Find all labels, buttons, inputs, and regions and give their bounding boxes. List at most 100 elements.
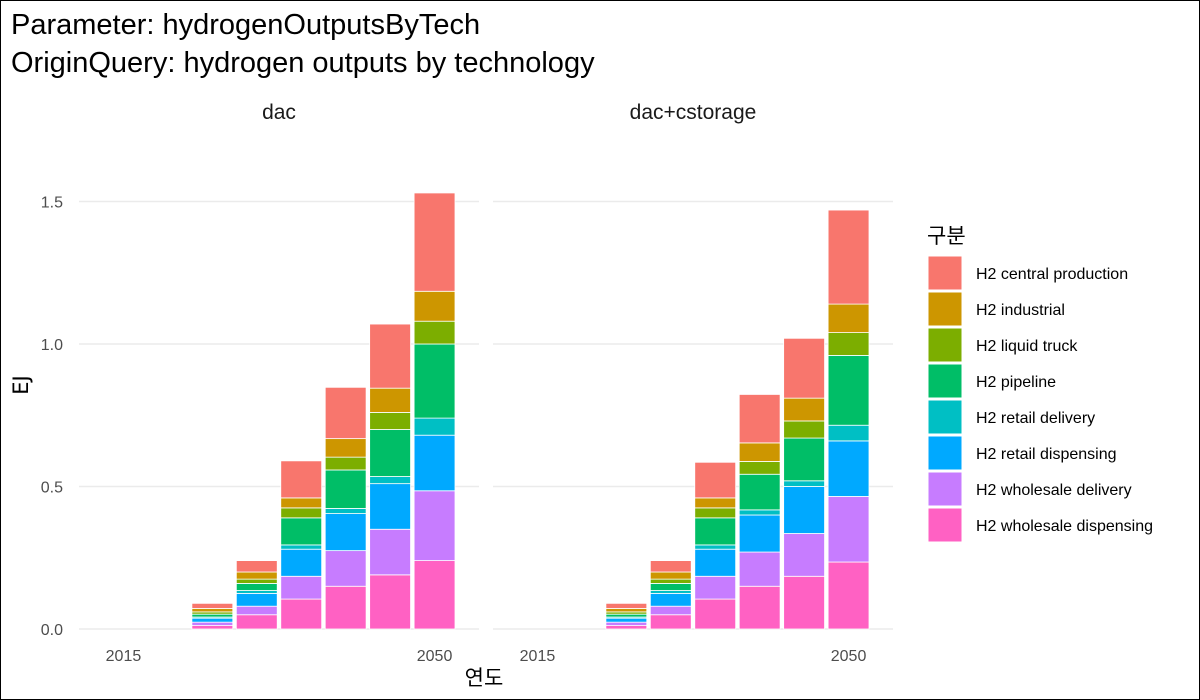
- bar-segment: [191, 621, 234, 626]
- x-tick-label: 2015: [106, 648, 142, 665]
- legend-item: H2 pipeline: [927, 363, 1056, 399]
- legend-swatch: [927, 507, 963, 543]
- bar-segment: [738, 394, 781, 444]
- y-axis-title: EJ: [9, 375, 33, 394]
- x-axis-title: 연도: [465, 666, 504, 690]
- bar-segment: [413, 290, 456, 322]
- bar-segment: [280, 544, 323, 550]
- bar-segment: [649, 592, 692, 607]
- bar-segment: [649, 583, 692, 591]
- bar-segment: [280, 460, 323, 499]
- bar-segment: [827, 354, 870, 426]
- bar-segment: [191, 608, 234, 613]
- bar-segment: [738, 461, 781, 475]
- legend: 구분 H2 central production H2 industrial H2 …: [927, 224, 1153, 543]
- bar-segment: [694, 507, 737, 519]
- bar-segment: [235, 605, 278, 616]
- bar-segment: [738, 509, 781, 516]
- facet-strip-label: dac+cstorage: [630, 101, 757, 124]
- bar-segment: [694, 544, 737, 550]
- bar-segment: [649, 560, 692, 573]
- bar-segment: [605, 602, 648, 609]
- x-tick-label: 2050: [831, 648, 867, 665]
- bar-segment: [827, 332, 870, 356]
- bar-segment: [235, 590, 278, 594]
- bar-segment: [649, 605, 692, 616]
- bar-segment: [235, 560, 278, 573]
- bar-segment: [738, 551, 781, 587]
- bar-segment: [324, 508, 367, 514]
- bar-segment: [649, 590, 692, 594]
- bar-segment: [369, 323, 411, 389]
- chart-title-line-1: Parameter: hydrogenOutputsByTech: [11, 9, 480, 41]
- bar-segment: [783, 533, 825, 577]
- legend-item: H2 industrial: [927, 291, 1065, 327]
- bar-segment: [369, 574, 411, 630]
- legend-title: 구분: [927, 224, 966, 248]
- bar-segment: [324, 585, 367, 630]
- legend-item: H2 wholesale delivery: [927, 471, 1132, 507]
- bar-segment: [280, 548, 323, 577]
- bar-segment: [280, 598, 323, 630]
- bar-segment: [649, 571, 692, 580]
- legend-item: H2 central production: [927, 255, 1128, 291]
- bar-segment: [235, 578, 278, 584]
- bar-segment: [694, 461, 737, 499]
- bar-segment: [783, 397, 825, 422]
- bar-segment: [369, 483, 411, 530]
- legend-item: H2 liquid truck: [927, 327, 1078, 363]
- bar-segment: [369, 528, 411, 576]
- bar-segment: [235, 614, 278, 630]
- bar-segment: [827, 561, 870, 630]
- legend-swatch: [927, 363, 963, 399]
- facet-panel-0: dac 0.0 0.5 1.0 1.5 2015 2050: [41, 101, 479, 665]
- bar-segment: [783, 575, 825, 630]
- bar-segment: [694, 548, 737, 577]
- x-tick-label: 2015: [520, 648, 556, 665]
- legend-label: H2 retail dispensing: [976, 446, 1117, 463]
- bar-segment: [413, 417, 456, 436]
- bar-segment: [369, 411, 411, 430]
- y-tick-label: 1.0: [41, 337, 63, 354]
- y-tick-label: 0.5: [41, 480, 63, 497]
- bar-segment: [605, 617, 648, 623]
- bar-segment: [605, 621, 648, 626]
- bar-segment: [413, 434, 456, 492]
- bar-segment: [191, 625, 234, 630]
- legend-label: H2 central production: [976, 266, 1128, 283]
- bar-segment: [324, 386, 367, 440]
- bar-segment: [649, 614, 692, 630]
- legend-label: H2 retail delivery: [976, 410, 1095, 427]
- bar-segment: [413, 343, 456, 419]
- bar-segment: [413, 490, 456, 561]
- x-tick-label: 2050: [417, 648, 453, 665]
- bar-segment: [235, 583, 278, 591]
- legend-item: H2 retail dispensing: [927, 435, 1117, 471]
- bar-segment: [605, 625, 648, 630]
- legend-swatch: [927, 255, 963, 291]
- bar-segment: [191, 613, 234, 618]
- bar-segment: [827, 303, 870, 334]
- bar-segment: [649, 578, 692, 584]
- chart-title-line-2: OriginQuery: hydrogen outputs by technol…: [11, 47, 595, 79]
- bar-segment: [324, 513, 367, 552]
- bar-segment: [369, 429, 411, 477]
- bar-segment: [191, 602, 234, 609]
- bar-segment: [280, 575, 323, 600]
- bar-segment: [369, 387, 411, 413]
- bar-segment: [694, 598, 737, 630]
- bar-segment: [605, 608, 648, 613]
- facet-strip-label: dac: [262, 101, 296, 124]
- bar-segment: [324, 469, 367, 509]
- bar-segment: [413, 192, 456, 292]
- bar-segment: [324, 550, 367, 587]
- legend-label: H2 pipeline: [976, 374, 1056, 391]
- bar-segment: [280, 497, 323, 509]
- legend-swatch: [927, 327, 963, 363]
- y-tick-label: 0.0: [41, 622, 63, 639]
- legend-swatch: [927, 291, 963, 327]
- bar-segment: [783, 337, 825, 399]
- bar-segment: [280, 517, 323, 546]
